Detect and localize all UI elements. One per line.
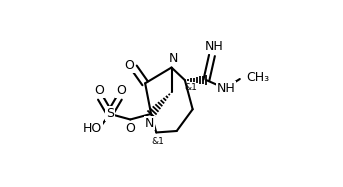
Text: O: O	[125, 59, 134, 72]
Text: HO: HO	[83, 122, 103, 135]
Text: S: S	[106, 107, 114, 120]
Text: N: N	[145, 117, 154, 130]
Text: O: O	[126, 122, 135, 134]
Text: NH: NH	[204, 40, 223, 53]
Text: O: O	[116, 84, 126, 97]
Text: O: O	[95, 84, 104, 97]
Text: NH: NH	[216, 82, 235, 95]
Text: &1: &1	[151, 137, 164, 146]
Text: N: N	[169, 53, 178, 65]
Text: &1: &1	[184, 83, 197, 92]
Text: CH₃: CH₃	[247, 71, 270, 84]
